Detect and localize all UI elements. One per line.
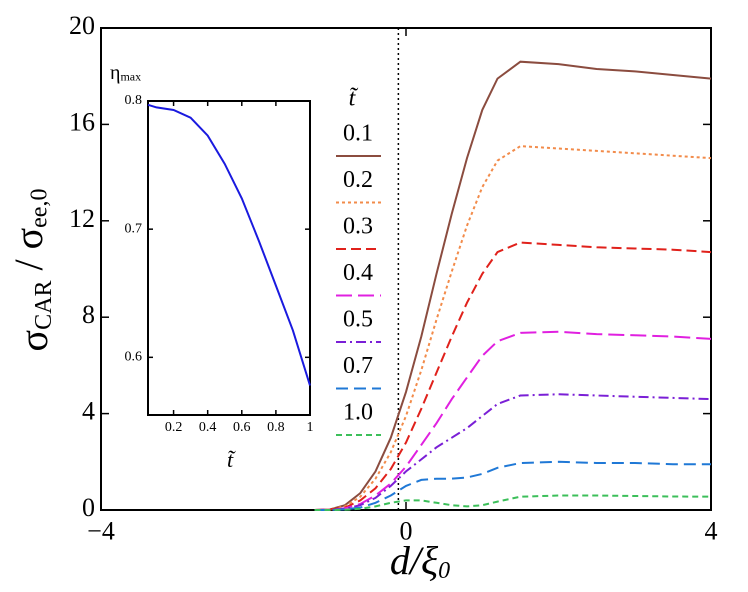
inset-title: ηmax bbox=[110, 62, 141, 84]
x-tick-label: −4 bbox=[87, 516, 115, 545]
data-line bbox=[314, 460, 711, 511]
data-line bbox=[314, 330, 712, 511]
label-part: / σ bbox=[6, 228, 51, 281]
legend-label: 0.7 bbox=[343, 353, 373, 379]
x-tick-label: 0.6 bbox=[233, 420, 251, 435]
inset-x-label: t̃ bbox=[227, 447, 236, 472]
label-subscript: CAR bbox=[31, 281, 57, 330]
y-tick-label: 0.6 bbox=[125, 350, 143, 365]
x-tick-label: 0 bbox=[400, 516, 413, 545]
data-line bbox=[314, 241, 712, 511]
y-tick-label: 0.8 bbox=[125, 93, 143, 108]
plot-frame bbox=[147, 100, 311, 416]
y-tick-label: 16 bbox=[69, 107, 95, 136]
y-tick-label: 0.7 bbox=[125, 221, 143, 236]
legend-label: 0.5 bbox=[343, 307, 373, 333]
label-part: σ bbox=[11, 330, 56, 352]
y-tick-label: 12 bbox=[69, 204, 95, 233]
x-tick-label: 0.2 bbox=[165, 420, 183, 435]
data-line bbox=[314, 393, 712, 511]
legend-label: 0.3 bbox=[343, 214, 373, 240]
legend-label: 1.0 bbox=[343, 400, 373, 426]
data-line bbox=[314, 60, 712, 511]
x-tick-label: 1 bbox=[307, 420, 314, 435]
y-tick-label: 8 bbox=[82, 300, 95, 329]
y-tick-label: 20 bbox=[69, 11, 95, 40]
y-axis-label: σCAR / σee,0 bbox=[6, 189, 56, 352]
label-subscript: max bbox=[120, 69, 141, 83]
label-part: η bbox=[110, 62, 120, 84]
data-line bbox=[147, 103, 311, 386]
x-tick-label: 0.4 bbox=[199, 420, 217, 435]
legend-label: 0.1 bbox=[343, 121, 373, 147]
y-tick-label: 0 bbox=[82, 493, 95, 522]
label-subscript: 0 bbox=[438, 558, 450, 584]
label-subscript: ee,0 bbox=[26, 189, 52, 228]
legend-label: 0.4 bbox=[343, 260, 373, 286]
x-tick-label: 4 bbox=[705, 516, 718, 545]
data-line bbox=[314, 494, 712, 511]
x-tick-label: 0.8 bbox=[267, 420, 285, 435]
label-part: d/ξ bbox=[390, 538, 439, 583]
data-line bbox=[314, 145, 712, 511]
legend-label: 0.2 bbox=[343, 167, 373, 193]
x-axis-label: d/ξ0 bbox=[390, 538, 450, 584]
y-tick-label: 4 bbox=[82, 397, 95, 426]
legend-title: t̃ bbox=[349, 86, 359, 112]
